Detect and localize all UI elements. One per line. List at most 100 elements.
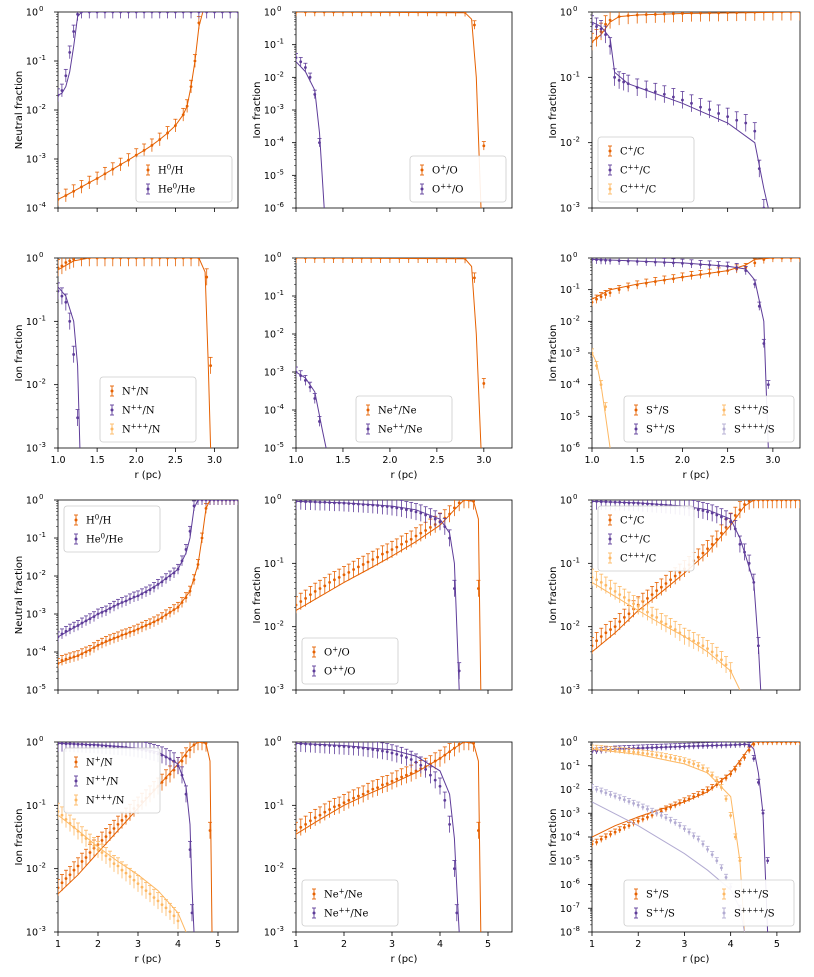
y-tick-label: 10: [26, 57, 38, 68]
data-point: [360, 12, 364, 14]
data-point: [160, 903, 164, 907]
data-point: [706, 788, 709, 792]
y-tick-exponent: -3: [39, 441, 46, 449]
data-point: [119, 258, 123, 260]
data-point: [84, 856, 88, 859]
legend-marker-dot: [146, 187, 150, 191]
data-point: [350, 12, 354, 14]
data-point: [158, 258, 162, 260]
data-point: [609, 793, 612, 796]
y-tick-label: 10: [26, 155, 38, 166]
data-point: [337, 501, 341, 505]
data-point: [715, 778, 719, 782]
data-point: [405, 773, 408, 777]
plot-area: [296, 500, 482, 690]
y-tick-exponent: -2: [277, 70, 284, 78]
data-point: [236, 500, 238, 502]
data-point: [390, 779, 394, 783]
legend-marker-dot: [312, 911, 316, 915]
data-point: [599, 837, 603, 841]
data-point: [592, 300, 594, 304]
data-point: [720, 786, 723, 790]
data-point: [124, 871, 128, 875]
y-tick-label: 10: [560, 444, 572, 455]
data-point: [618, 500, 622, 504]
data-point: [64, 629, 68, 633]
data-point: [342, 501, 346, 505]
data-point: [323, 810, 327, 814]
data-point: [58, 662, 60, 665]
data-point: [720, 531, 723, 535]
data-point: [318, 420, 321, 423]
data-point: [168, 772, 172, 776]
data-point: [64, 194, 68, 197]
series-line-Ne+/Ne: [296, 742, 482, 932]
data-point: [453, 746, 456, 750]
x-axis-label: r (pc): [683, 470, 710, 481]
data-point: [197, 12, 201, 14]
y-tick-exponent: -1: [39, 54, 46, 62]
data-point: [482, 144, 486, 148]
x-tick-label: 4: [728, 939, 734, 950]
data-point: [88, 743, 92, 747]
data-point: [58, 289, 60, 293]
legend-label: Ne+/Ne: [324, 888, 363, 901]
data-point: [608, 18, 612, 22]
data-point: [433, 759, 437, 763]
data-point: [337, 803, 341, 807]
data-point: [100, 641, 104, 645]
data-point: [715, 654, 719, 657]
data-point: [142, 258, 146, 260]
data-point: [613, 794, 617, 798]
data-point: [72, 189, 76, 193]
data-point: [477, 829, 480, 832]
data-point: [108, 607, 112, 610]
data-point: [592, 22, 594, 26]
legend: C+/C C++/C C+++/C: [597, 136, 695, 203]
data-point: [180, 773, 184, 777]
subplot-12: 10-810-710-610-510-410-310-210-110 01 2 3 4 5…: [548, 735, 801, 965]
data-point: [599, 295, 603, 299]
data-point: [144, 590, 148, 594]
data-point: [309, 742, 312, 746]
series-line-C+/C: [592, 12, 800, 43]
data-point: [409, 771, 413, 775]
legend-marker-dot: [634, 911, 638, 915]
data-point: [188, 529, 192, 533]
y-tick-label: 10: [264, 559, 276, 570]
data-point: [592, 644, 594, 648]
data-point: [323, 500, 327, 504]
legend: O+/O O++/O: [301, 637, 399, 685]
plot-area: [58, 12, 238, 206]
data-point: [609, 587, 612, 590]
data-point: [87, 12, 91, 14]
data-point: [313, 816, 317, 820]
data-point: [160, 580, 164, 584]
data-point: [770, 500, 774, 502]
data-point: [726, 115, 730, 119]
data-point: [706, 744, 709, 748]
data-point: [228, 500, 232, 502]
y-tick-label: 10: [560, 204, 572, 215]
data-point: [635, 260, 639, 263]
y-tick-exponent: -2: [573, 620, 580, 628]
data-point: [192, 504, 196, 508]
data-point: [160, 616, 164, 620]
data-point: [462, 500, 466, 502]
legend-marker-dot: [722, 911, 726, 915]
data-point: [701, 644, 705, 648]
data-point: [180, 759, 184, 763]
data-point: [717, 112, 721, 115]
axes-frame: [295, 499, 513, 691]
data-point: [644, 88, 648, 91]
data-point: [618, 828, 622, 832]
y-tick-exponent: -2: [277, 620, 284, 628]
series-line-Ne++/Ne: [296, 371, 327, 448]
y-tick-label: 10: [26, 738, 38, 749]
data-point: [132, 878, 136, 882]
data-point: [752, 742, 756, 746]
data-point: [111, 258, 115, 260]
data-point: [724, 663, 728, 667]
